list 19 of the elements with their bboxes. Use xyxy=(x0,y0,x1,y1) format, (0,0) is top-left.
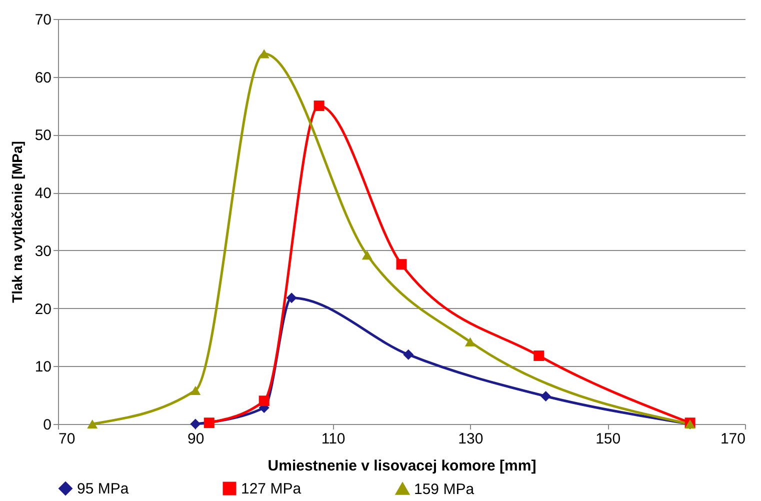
legend-label: 159 MPa xyxy=(414,480,475,498)
y-tick-label: 30 xyxy=(34,242,52,260)
y-tick-label: 50 xyxy=(34,127,52,144)
y-tick-label: 10 xyxy=(34,358,52,376)
y-tick-label: 20 xyxy=(34,300,52,318)
y-tick-label: 70 xyxy=(34,12,52,28)
y-tick-label: 0 xyxy=(43,416,52,434)
x-tick-label: 90 xyxy=(188,430,204,448)
x-tick-label: 150 xyxy=(596,430,621,448)
legend-label: 95 MPa xyxy=(77,480,130,498)
y-axis-title: Tlak na vytlačenie [MPa] xyxy=(8,141,25,303)
x-tick-label: 110 xyxy=(321,430,346,448)
y-tick-label: 40 xyxy=(34,185,52,202)
x-tick-label: 170 xyxy=(720,430,746,448)
x-axis-title: Umiestnenie v lisovacej komore [mm] xyxy=(268,458,536,474)
y-tick-label: 60 xyxy=(34,69,52,86)
legend-label: 127 MPa xyxy=(241,480,302,498)
x-tick-label: 70 xyxy=(58,430,76,448)
x-tick-label: 130 xyxy=(458,430,484,448)
